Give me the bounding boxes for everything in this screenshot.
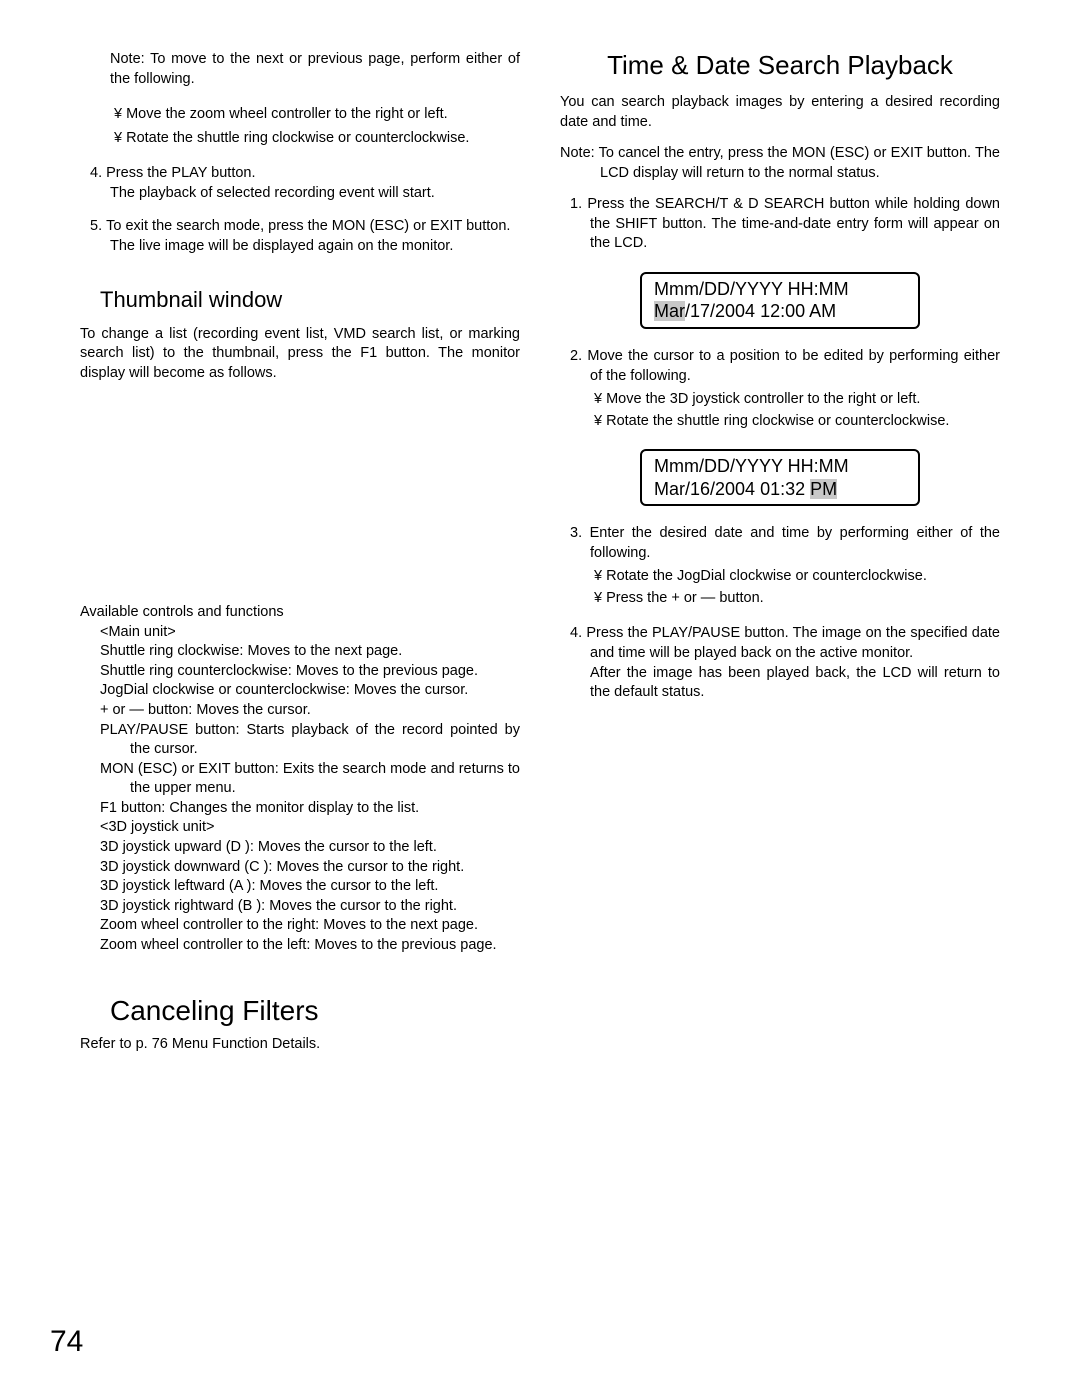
lcd-display-2: Mmm/DD/YYYY HH:MM Mar/16/2004 01:32 PM — [640, 449, 920, 506]
time-date-note: Note: To cancel the entry, press the MON… — [560, 144, 1000, 183]
ctrl-shuttle-ccw: Shuttle ring counterclockwise: Moves to … — [80, 662, 520, 682]
step-5-num: 5. — [90, 218, 102, 234]
lcd2-rest: Mar/16/2004 01:32 — [654, 479, 810, 499]
td-step-1-text: Press the SEARCH/T & D SEARCH button whi… — [587, 196, 1000, 251]
right-column: Time & Date Search Playback You can sear… — [560, 50, 1000, 1067]
td-step-4-num: 4. — [570, 625, 582, 641]
td-step-3-b1: ¥ Rotate the JogDial clockwise or counte… — [560, 567, 1000, 587]
ctrl-f1: F1 button: Changes the monitor display t… — [80, 799, 520, 819]
two-column-layout: Note: To move to the next or previous pa… — [80, 50, 1000, 1067]
ctrl-zoom-right: Zoom wheel controller to the right: Move… — [80, 916, 520, 936]
controls-heading: Available controls and functions — [80, 603, 520, 623]
time-date-title: Time & Date Search Playback — [560, 50, 1000, 81]
ctrl-joy-down: 3D joystick downward (C ): Moves the cur… — [80, 858, 520, 878]
step-5-cont: The live image will be displayed again o… — [110, 237, 520, 257]
time-date-intro: You can search playback images by enteri… — [560, 93, 1000, 132]
ctrl-joy-left: 3D joystick leftward (A ): Moves the cur… — [80, 877, 520, 897]
ctrl-zoom-left: Zoom wheel controller to the left: Moves… — [80, 936, 520, 956]
step-4-text: Press the PLAY button. — [106, 165, 255, 181]
lcd1-line2: Mar/17/2004 12:00 AM — [654, 300, 906, 323]
note-bullet-1: ¥ Move the zoom wheel controller to the … — [80, 105, 520, 125]
thumbnail-body: To change a list (recording event list, … — [80, 325, 520, 384]
step-4: 4. Press the PLAY button. The playback o… — [80, 164, 520, 203]
step-5: 5. To exit the search mode, press the MO… — [80, 217, 520, 256]
td-step-3-text: Enter the desired date and time by perfo… — [590, 525, 1000, 561]
canceling-filters-body: Refer to p. 76 Menu Function Details. — [80, 1035, 520, 1055]
td-step-4-text: Press the PLAY/PAUSE button. The image o… — [586, 625, 1000, 661]
td-step-2: 2. Move the cursor to a position to be e… — [560, 347, 1000, 386]
td-step-2-text: Move the cursor to a position to be edit… — [587, 348, 1000, 384]
lcd2-line1: Mmm/DD/YYYY HH:MM — [654, 455, 906, 478]
td-step-2-b2: ¥ Rotate the shuttle ring clockwise or c… — [560, 412, 1000, 432]
page-number: 74 — [50, 1325, 83, 1359]
ctrl-monesc: MON (ESC) or EXIT button: Exits the sear… — [80, 760, 520, 799]
step-5-text: To exit the search mode, press the MON (… — [106, 218, 510, 234]
lcd2-highlight: PM — [810, 479, 837, 499]
td-step-4-cont: After the image has been played back, th… — [590, 664, 1000, 703]
thumbnail-heading: Thumbnail window — [80, 287, 520, 313]
ctrl-joy-right: 3D joystick rightward (B ): Moves the cu… — [80, 897, 520, 917]
left-column: Note: To move to the next or previous pa… — [80, 50, 520, 1067]
step-4-cont: The playback of selected recording event… — [110, 184, 520, 204]
ctrl-joy-up: 3D joystick upward (D ): Moves the curso… — [80, 838, 520, 858]
main-unit-label: <Main unit> — [80, 623, 520, 643]
canceling-filters-title: Canceling Filters — [80, 995, 520, 1027]
ctrl-plusminus: + or — button: Moves the cursor. — [80, 701, 520, 721]
lcd1-highlight: Mar — [654, 301, 685, 321]
note-bullet-2: ¥ Rotate the shuttle ring clockwise or c… — [80, 129, 520, 149]
note-paragraph: Note: To move to the next or previous pa… — [80, 50, 520, 89]
controls-block: Available controls and functions <Main u… — [80, 603, 520, 955]
step-4-num: 4. — [90, 165, 102, 181]
td-step-3: 3. Enter the desired date and time by pe… — [560, 524, 1000, 563]
td-step-2-b1: ¥ Move the 3D joystick controller to the… — [560, 390, 1000, 410]
td-step-2-num: 2. — [570, 348, 582, 364]
td-step-3-num: 3. — [570, 525, 582, 541]
ctrl-playpause: PLAY/PAUSE button: Starts playback of th… — [80, 721, 520, 760]
td-step-1-num: 1. — [570, 196, 582, 212]
lcd1-line1: Mmm/DD/YYYY HH:MM — [654, 278, 906, 301]
lcd1-rest: /17/2004 12:00 AM — [685, 301, 836, 321]
joystick-unit-label: <3D joystick unit> — [80, 818, 520, 838]
td-step-4: 4. Press the PLAY/PAUSE button. The imag… — [560, 624, 1000, 702]
lcd2-line2: Mar/16/2004 01:32 PM — [654, 478, 906, 501]
ctrl-shuttle-cw: Shuttle ring clockwise: Moves to the nex… — [80, 642, 520, 662]
td-step-3-b2: ¥ Press the + or — button. — [560, 589, 1000, 609]
ctrl-jogdial: JogDial clockwise or counterclockwise: M… — [80, 681, 520, 701]
td-step-1: 1. Press the SEARCH/T & D SEARCH button … — [560, 195, 1000, 254]
lcd-display-1: Mmm/DD/YYYY HH:MM Mar/17/2004 12:00 AM — [640, 272, 920, 329]
